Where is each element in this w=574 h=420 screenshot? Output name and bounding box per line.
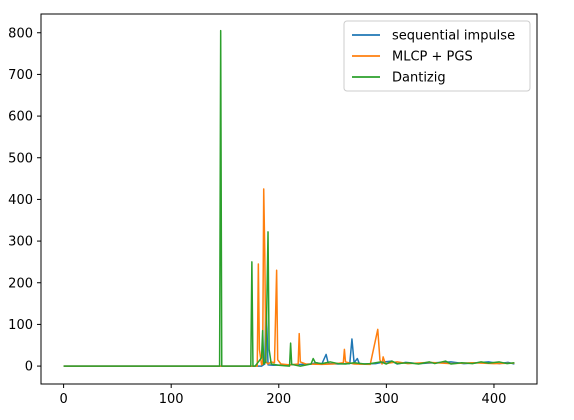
y-tick-label: 200: [8, 276, 33, 291]
y-tick-label: 700: [8, 68, 33, 83]
legend-label: sequential impulse: [392, 29, 515, 44]
y-axis-ticks: 0 100 200 300 400 500 600 700 800: [8, 26, 41, 375]
y-tick-label: 800: [8, 26, 33, 41]
x-axis-ticks: 0 100 200 300 400: [59, 384, 506, 407]
x-tick-label: 0: [59, 392, 67, 407]
y-tick-label: 400: [8, 193, 33, 208]
y-tick-label: 600: [8, 110, 33, 125]
legend-box: [343, 20, 531, 92]
y-tick-label: 0: [25, 360, 33, 375]
series-layer: [63, 29, 515, 367]
legend-label: Dantizig: [392, 71, 446, 86]
series-line-2: [63, 188, 515, 367]
series-line-1: [63, 307, 515, 367]
x-tick-label: 100: [159, 392, 184, 407]
legend-label: MLCP + PGS: [392, 50, 473, 65]
y-tick-label: 100: [8, 318, 33, 333]
x-tick-label: 300: [374, 392, 399, 407]
y-tick-label: 300: [8, 235, 33, 250]
legend: sequential impulse MLCP + PGS Dantizig: [343, 20, 531, 92]
x-tick-label: 400: [482, 392, 507, 407]
x-tick-label: 200: [266, 392, 291, 407]
y-tick-label: 500: [8, 151, 33, 166]
series-line-3: [63, 29, 515, 367]
